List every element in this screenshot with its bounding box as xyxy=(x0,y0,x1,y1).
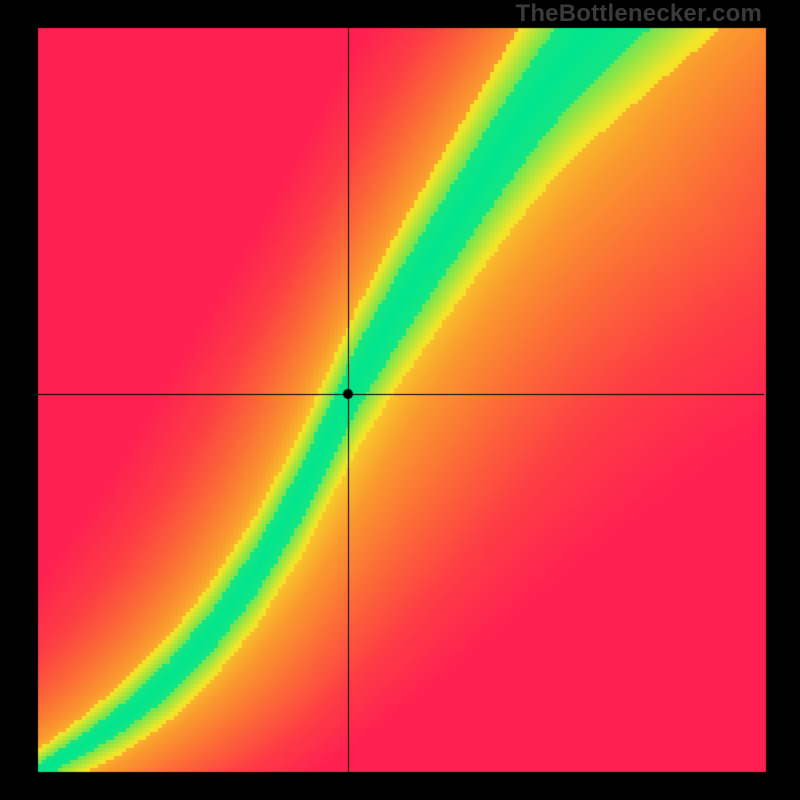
watermark-text: TheBottlenecker.com xyxy=(515,0,762,28)
bottleneck-heatmap xyxy=(0,0,800,800)
